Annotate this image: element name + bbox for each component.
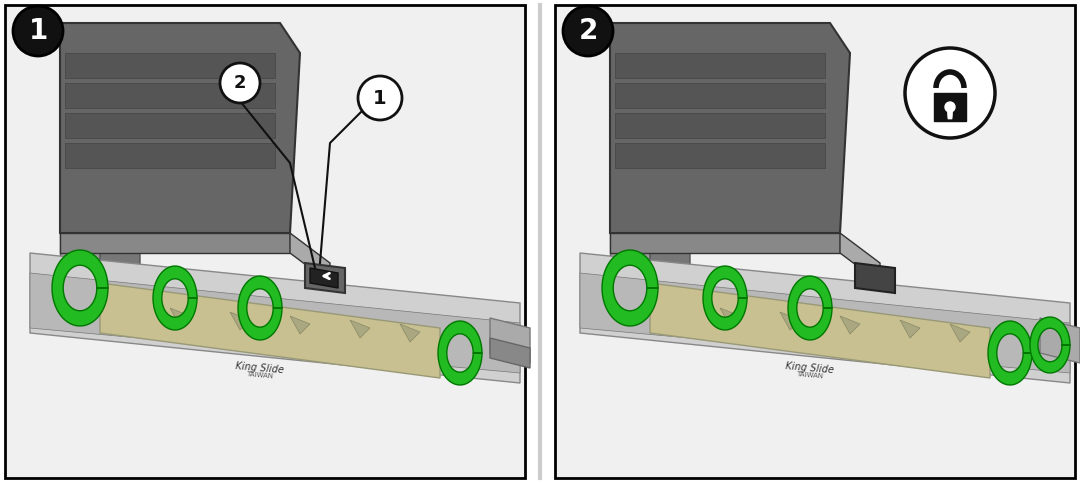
Text: TAIWAN: TAIWAN [796,371,824,379]
Polygon shape [650,283,990,378]
Polygon shape [60,23,100,283]
Text: 2: 2 [233,74,246,92]
Circle shape [220,63,260,103]
Polygon shape [610,23,850,233]
Text: King Slide: King Slide [235,361,285,375]
Polygon shape [610,233,840,253]
Circle shape [905,48,995,138]
Polygon shape [615,83,825,108]
Polygon shape [52,250,108,326]
Polygon shape [60,23,300,233]
Polygon shape [60,233,291,253]
Bar [934,93,966,121]
Polygon shape [30,273,519,373]
Polygon shape [291,233,330,283]
Polygon shape [947,107,953,119]
Polygon shape [153,266,197,330]
Polygon shape [400,324,420,342]
Polygon shape [100,23,140,303]
Polygon shape [788,276,832,340]
Circle shape [945,102,955,112]
Polygon shape [291,316,310,334]
Polygon shape [490,318,530,363]
Polygon shape [65,143,275,168]
Polygon shape [900,320,920,338]
Circle shape [13,6,63,56]
Polygon shape [610,23,650,283]
Polygon shape [650,23,690,303]
Text: King Slide: King Slide [785,361,835,375]
Bar [5,5,525,478]
Polygon shape [1030,317,1070,373]
Polygon shape [65,53,275,78]
Polygon shape [615,113,825,138]
Bar [555,5,1075,478]
Polygon shape [780,312,800,330]
Polygon shape [490,338,530,368]
Polygon shape [238,276,282,340]
Polygon shape [602,250,658,326]
Text: 1: 1 [374,88,387,108]
Polygon shape [100,283,440,378]
Polygon shape [615,53,825,78]
Polygon shape [988,321,1032,385]
Polygon shape [438,321,482,385]
Polygon shape [840,316,860,334]
Polygon shape [65,83,275,108]
Polygon shape [305,263,345,293]
Text: 2: 2 [578,17,597,45]
Polygon shape [1040,318,1080,363]
Polygon shape [950,324,970,342]
Polygon shape [230,312,249,330]
Polygon shape [703,266,747,330]
Polygon shape [170,308,190,326]
Polygon shape [65,113,275,138]
Polygon shape [350,320,370,338]
Polygon shape [615,143,825,168]
Text: 1: 1 [28,17,48,45]
Polygon shape [310,268,338,288]
Text: TAIWAN: TAIWAN [246,371,273,379]
Polygon shape [580,273,1070,373]
Polygon shape [30,253,519,383]
Polygon shape [855,263,895,293]
Polygon shape [720,308,740,326]
Circle shape [563,6,613,56]
Polygon shape [840,233,880,283]
Polygon shape [580,253,1070,383]
Circle shape [357,76,402,120]
